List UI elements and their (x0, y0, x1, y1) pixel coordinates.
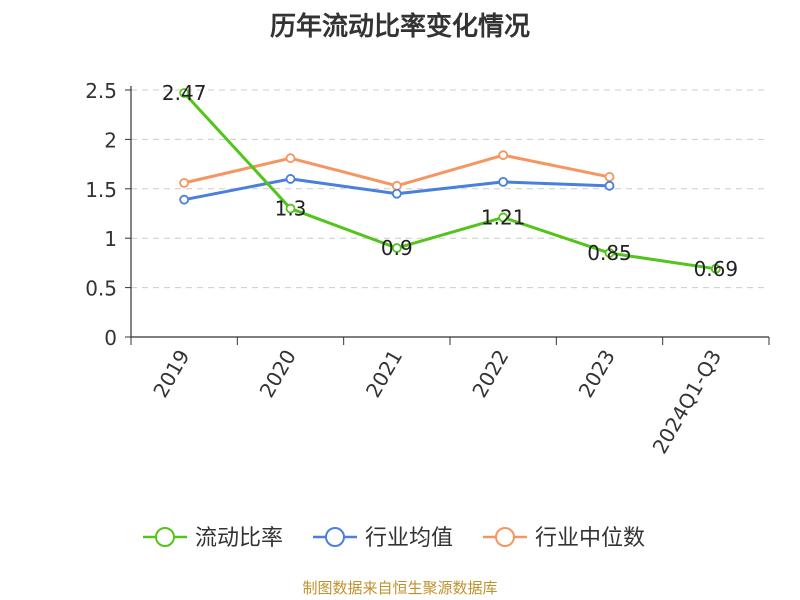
y-tick-label: 1 (104, 227, 117, 251)
x-tick-label: 2024Q1-Q3 (647, 346, 726, 458)
y-tick-label: 1.5 (85, 178, 117, 202)
series-line (183, 91, 717, 271)
data-point (604, 180, 615, 191)
data-point (604, 172, 615, 182)
y-tick-label: 0 (104, 326, 117, 350)
data-point (179, 177, 190, 188)
data-point (285, 203, 296, 214)
data-point (285, 174, 296, 184)
source-note: 制图数据来自恒生聚源数据库 (302, 579, 498, 597)
x-tick-label: 2023 (574, 346, 620, 402)
y-tick-label: 0.5 (85, 277, 117, 301)
data-point (604, 248, 615, 258)
data-label: 0.85 (587, 241, 632, 265)
data-point (498, 176, 509, 187)
data-label: 2.47 (162, 81, 207, 105)
data-point (391, 243, 402, 253)
data-label: 0.69 (694, 257, 739, 281)
y-tick-label: 2 (104, 128, 117, 152)
data-point (285, 153, 296, 164)
x-tick-label: 2019 (148, 346, 194, 402)
legend-marker (155, 527, 175, 547)
legend-label: 行业均值 (365, 526, 453, 551)
y-tick-label: 2.5 (85, 79, 117, 103)
legend-marker (325, 527, 345, 547)
data-point (391, 180, 402, 191)
data-point (498, 212, 509, 223)
legend-label: 行业中位数 (535, 526, 645, 551)
x-tick-label: 2021 (361, 346, 407, 402)
data-point (498, 150, 509, 161)
data-point (179, 194, 190, 205)
legend-marker (495, 527, 515, 547)
chart-title: 历年流动比率变化情况 (269, 12, 530, 42)
data-label: 0.9 (381, 236, 413, 260)
legend-label: 流动比率 (195, 526, 283, 551)
data-label: 1.21 (481, 205, 526, 229)
data-point (710, 263, 721, 274)
x-tick-label: 2020 (255, 346, 301, 402)
data-point (179, 88, 190, 98)
data-label: 1.3 (275, 197, 307, 221)
x-tick-label: 2022 (467, 345, 513, 401)
data-point (391, 188, 402, 199)
